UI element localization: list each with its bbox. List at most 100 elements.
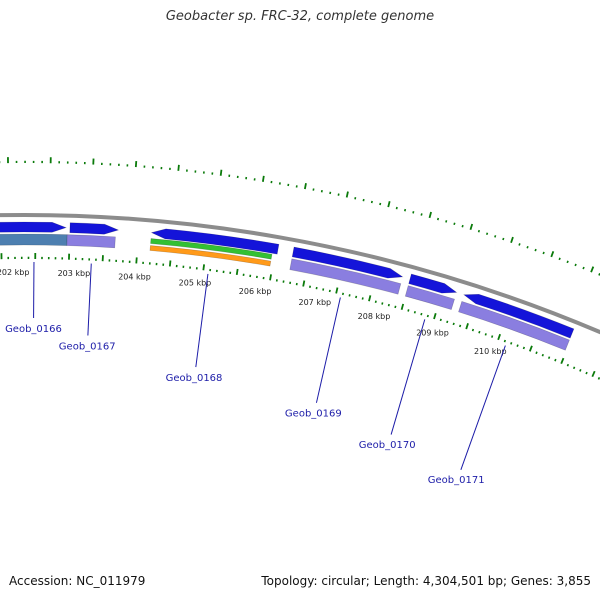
gc-dot — [471, 328, 475, 332]
gc-dot — [469, 223, 474, 230]
gc-dot — [484, 333, 487, 336]
kbp-tick-label: 203 kbp — [58, 269, 91, 278]
gc-dot — [459, 324, 462, 328]
gc-dot — [461, 224, 464, 228]
gc-dot — [433, 312, 437, 320]
gene-label: Geob_0166 — [5, 324, 62, 335]
gene-track — [66, 234, 116, 249]
kbp-tick-label: 210 kbp — [474, 347, 507, 356]
gc-dot — [387, 201, 391, 208]
gc-dot — [554, 358, 557, 362]
kbp-tick-label: 207 kbp — [299, 298, 332, 307]
gc-dot — [591, 370, 596, 378]
gc-dot — [590, 266, 595, 273]
gc-dot — [412, 211, 415, 214]
gene-labels: Geob_0166 Geob_0167 Geob_0168 Geob_0169 Geob… — [5, 262, 506, 486]
gc-dot — [534, 248, 537, 252]
gc-dot — [542, 251, 545, 255]
gc-dot — [436, 217, 440, 221]
gc-dot — [526, 245, 529, 249]
outer-gc-dots — [0, 157, 600, 276]
gene-leader-line — [87, 263, 92, 336]
gc-dot — [558, 257, 561, 261]
gc-dot — [535, 351, 538, 355]
gc-dot — [477, 229, 481, 233]
gc-dot — [452, 322, 455, 326]
kbp-tick-label: 209 kbp — [416, 328, 449, 337]
kbp-tick-label: 202 kbp — [0, 268, 29, 277]
gc-dot — [335, 287, 339, 294]
gc-dot — [381, 302, 384, 305]
gc-dot — [219, 169, 223, 176]
gc-dot — [379, 202, 382, 206]
gc-dot — [426, 314, 429, 318]
gc-dot — [302, 280, 306, 287]
gc-dot — [522, 346, 526, 350]
gene-label: Geob_0169 — [285, 408, 342, 419]
gene-leader-line — [460, 345, 506, 471]
gc-dot — [404, 208, 407, 212]
cds-forward — [291, 246, 404, 279]
gc-dot — [368, 295, 372, 302]
gene-track — [0, 233, 68, 246]
gc-dot — [585, 371, 588, 375]
gc-dot — [202, 264, 205, 271]
gc-dot — [528, 345, 533, 352]
gc-dot — [497, 333, 501, 341]
gc-dot — [168, 260, 172, 267]
feature-tracks — [0, 221, 575, 351]
gc-dot — [547, 356, 551, 359]
gc-dot — [370, 200, 373, 204]
gc-dot — [400, 303, 405, 310]
gc-dot — [572, 366, 576, 370]
gene-label: Geob_0167 — [59, 341, 116, 352]
gc-dot — [465, 323, 469, 330]
gc-dot — [348, 294, 351, 297]
gc-dot — [420, 213, 423, 216]
gc-dot — [453, 222, 456, 226]
gc-dot — [374, 300, 377, 304]
kbp-tick-label: 208 kbp — [358, 312, 391, 321]
gc-dot — [428, 211, 432, 219]
map-title: Geobacter sp. FRC-32, complete genome — [165, 9, 435, 24]
rna-track — [149, 245, 272, 267]
cds-reverse — [463, 293, 575, 339]
gc-dot — [574, 263, 577, 267]
genome-backbone — [0, 213, 600, 335]
gc-dot — [516, 344, 519, 347]
gene-track — [289, 258, 402, 295]
cds-forward — [408, 273, 458, 294]
gc-dot — [177, 164, 180, 171]
gc-dot — [518, 243, 521, 246]
gene-leader-line — [390, 319, 426, 435]
gene-track — [458, 301, 570, 351]
cds-forward — [69, 222, 120, 235]
gc-dot — [485, 232, 489, 236]
gc-dot — [597, 377, 600, 380]
gc-dot — [541, 353, 544, 357]
gc-dot — [355, 295, 358, 299]
gc-dot — [395, 206, 398, 210]
gc-dot — [478, 330, 481, 334]
gc-dot — [566, 363, 570, 367]
topology-text: Topology: circular; Length: 4,304,501 bp… — [261, 574, 591, 588]
gene-leader-line — [195, 273, 209, 368]
rna-track — [150, 238, 273, 260]
gc-dot — [345, 191, 349, 198]
gene-track — [404, 285, 455, 310]
gc-dot — [510, 342, 513, 345]
gene-label: Geob_0171 — [428, 475, 485, 486]
cds-reverse — [150, 228, 280, 255]
gc-dot — [361, 297, 364, 300]
gc-dot — [503, 339, 506, 343]
gc-dot — [269, 274, 272, 281]
gc-dot — [413, 311, 416, 314]
gc-dot — [582, 266, 585, 270]
gc-dot — [550, 250, 555, 258]
kbp-tick-label: 205 kbp — [179, 278, 212, 287]
gc-dot — [387, 303, 390, 307]
kbp-tick-label: 206 kbp — [239, 287, 272, 296]
gc-dot — [579, 369, 582, 372]
gc-dot — [439, 318, 442, 322]
